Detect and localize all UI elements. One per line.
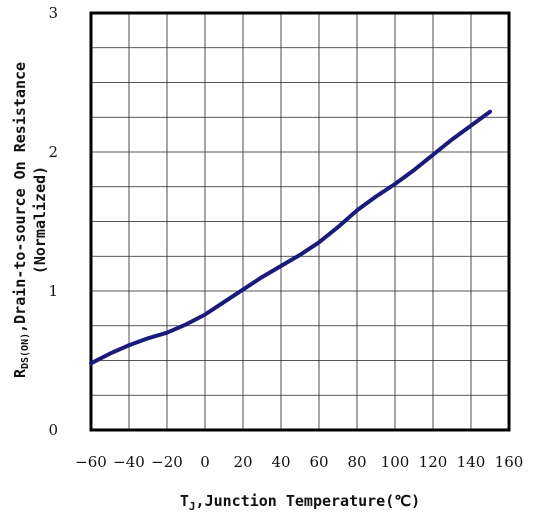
- x-tick-label: 0: [200, 453, 210, 471]
- x-tick-label: 140: [457, 453, 486, 471]
- x-tick-label: −20: [151, 453, 183, 471]
- grid: [91, 13, 509, 430]
- y-axis-label-sub: DS(ON): [20, 333, 31, 369]
- y-tick-labels: 0 1 2 3: [48, 4, 58, 439]
- y-tick-label: 0: [48, 421, 58, 439]
- x-axis-label-main: T: [180, 492, 189, 510]
- y-axis-label-line2: (Normalized): [31, 166, 49, 274]
- x-tick-labels: −60 −40 −20 0 20 40 60 80 100 120 140 160: [75, 453, 523, 471]
- y-tick-label: 3: [48, 4, 58, 22]
- x-tick-label: 160: [495, 453, 524, 471]
- x-tick-label: −60: [75, 453, 107, 471]
- x-tick-label: −40: [113, 453, 145, 471]
- y-axis-label-rest: ,Drain-to-source On Resistance: [11, 62, 29, 333]
- x-tick-label: 100: [381, 453, 410, 471]
- x-tick-label: 120: [419, 453, 448, 471]
- x-axis-label: TJ,Junction Temperature(℃): [180, 492, 420, 513]
- x-tick-label: 40: [271, 453, 290, 471]
- y-tick-label: 1: [48, 282, 58, 300]
- y-tick-label: 2: [48, 143, 58, 161]
- x-axis-label-rest: ,Junction Temperature(℃): [196, 492, 421, 510]
- x-tick-label: 80: [347, 453, 366, 471]
- x-tick-label: 60: [309, 453, 328, 471]
- x-axis-label-sub: J: [189, 500, 196, 513]
- y-axis-label-line1: RDS(ON),Drain-to-source On Resistance: [11, 62, 31, 378]
- x-tick-label: 20: [233, 453, 252, 471]
- y-axis-label: RDS(ON),Drain-to-source On Resistance (N…: [11, 62, 49, 378]
